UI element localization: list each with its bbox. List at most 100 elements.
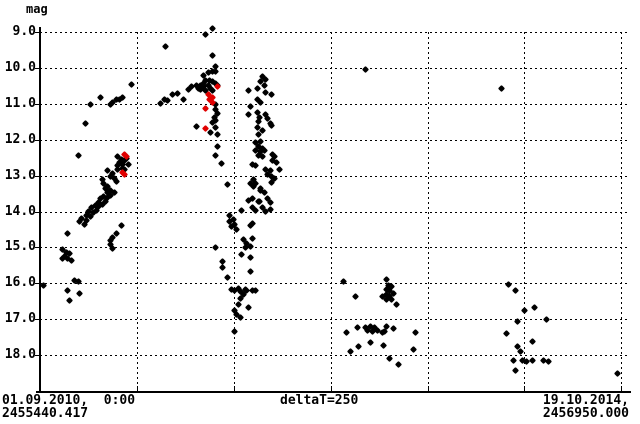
data-point (108, 245, 116, 253)
y-tick-label: 15.0 (4, 239, 36, 254)
horizontal-gridline (40, 68, 630, 69)
x-axis-tick (524, 386, 525, 392)
data-point (237, 251, 245, 259)
horizontal-gridline (40, 140, 630, 141)
data-point (117, 221, 125, 229)
data-point (212, 152, 220, 160)
data-point (542, 316, 550, 324)
data-point (409, 345, 417, 353)
data-point (504, 280, 512, 288)
y-axis-tick (35, 176, 40, 177)
data-point (246, 253, 254, 261)
vertical-gridline (524, 32, 525, 392)
x-axis-end-date-label: 19.10.2014, (542, 393, 629, 408)
data-point (192, 122, 200, 130)
data-point (212, 243, 220, 251)
data-point-highlighted (121, 171, 129, 179)
x-axis-delta-t-label: deltaT=250 (280, 393, 359, 408)
data-point (530, 303, 538, 311)
data-point (248, 234, 256, 242)
data-point (346, 347, 354, 355)
data-point (498, 84, 506, 92)
data-point (245, 303, 253, 311)
data-point (276, 166, 284, 174)
data-point (511, 367, 519, 375)
y-tick-label: 12.0 (4, 132, 36, 147)
y-tick-label: 18.0 (4, 347, 36, 362)
data-point (366, 339, 374, 347)
horizontal-gridline (40, 104, 630, 105)
data-point (75, 289, 83, 297)
data-point (96, 93, 104, 101)
data-point (529, 356, 537, 364)
data-point (379, 341, 387, 349)
y-axis-tick (35, 104, 40, 105)
x-axis-start-date-label: 01.09.2010, 0:00 (2, 393, 136, 408)
data-point (529, 338, 537, 346)
data-point (253, 84, 261, 92)
horizontal-gridline (40, 355, 630, 356)
data-point (343, 328, 351, 336)
data-point (355, 343, 363, 351)
data-point (81, 120, 89, 128)
vertical-gridline (621, 32, 622, 392)
data-point (64, 287, 72, 295)
y-axis-tick (35, 247, 40, 248)
horizontal-gridline (40, 212, 630, 213)
y-tick-label: 17.0 (4, 311, 36, 326)
y-tick-label: 11.0 (4, 96, 36, 111)
y-tick-label: 9.0 (12, 24, 36, 39)
data-point (509, 357, 517, 365)
data-point (352, 293, 360, 301)
y-axis-tick (35, 355, 40, 356)
data-point (246, 267, 254, 275)
data-point (340, 278, 348, 286)
data-point (74, 278, 82, 286)
y-axis-tick (35, 32, 40, 33)
data-point (412, 328, 420, 336)
data-point (520, 307, 528, 315)
data-point (233, 225, 241, 233)
y-tick-label: 13.0 (4, 168, 36, 183)
y-axis-tick (35, 140, 40, 141)
y-axis-tick (35, 212, 40, 213)
y-axis-tick (35, 319, 40, 320)
data-point (66, 297, 74, 305)
x-axis-tick (234, 386, 235, 392)
x-axis-tick (137, 386, 138, 392)
data-point (212, 124, 220, 132)
data-point (63, 229, 71, 237)
vertical-gridline (137, 32, 138, 392)
data-point (361, 65, 369, 73)
horizontal-gridline (40, 319, 630, 320)
x-axis-end-jd-label: 2456950.000 (542, 406, 629, 421)
data-point (353, 324, 361, 332)
data-point (208, 51, 216, 59)
y-tick-label: 16.0 (4, 275, 36, 290)
data-point (179, 95, 187, 103)
data-point (208, 24, 216, 32)
horizontal-gridline (40, 283, 630, 284)
y-axis-tick (35, 68, 40, 69)
data-point (502, 330, 510, 338)
data-point (86, 101, 94, 109)
y-axis-unit-label: mag (26, 2, 48, 16)
data-point (511, 287, 519, 295)
x-axis-start-jd-label: 2455440.417 (2, 406, 89, 421)
vertical-gridline (428, 32, 429, 392)
x-axis-tick (621, 386, 622, 392)
data-point (217, 159, 225, 167)
data-point-highlighted (202, 104, 210, 112)
data-point (392, 301, 400, 309)
data-point (251, 162, 259, 170)
x-axis-tick (428, 386, 429, 392)
data-point (224, 181, 232, 189)
x-axis-line (36, 391, 631, 393)
data-point (389, 325, 397, 333)
data-point (218, 263, 226, 271)
data-point (245, 111, 253, 119)
data-point (244, 86, 252, 94)
vertical-gridline (331, 32, 332, 392)
